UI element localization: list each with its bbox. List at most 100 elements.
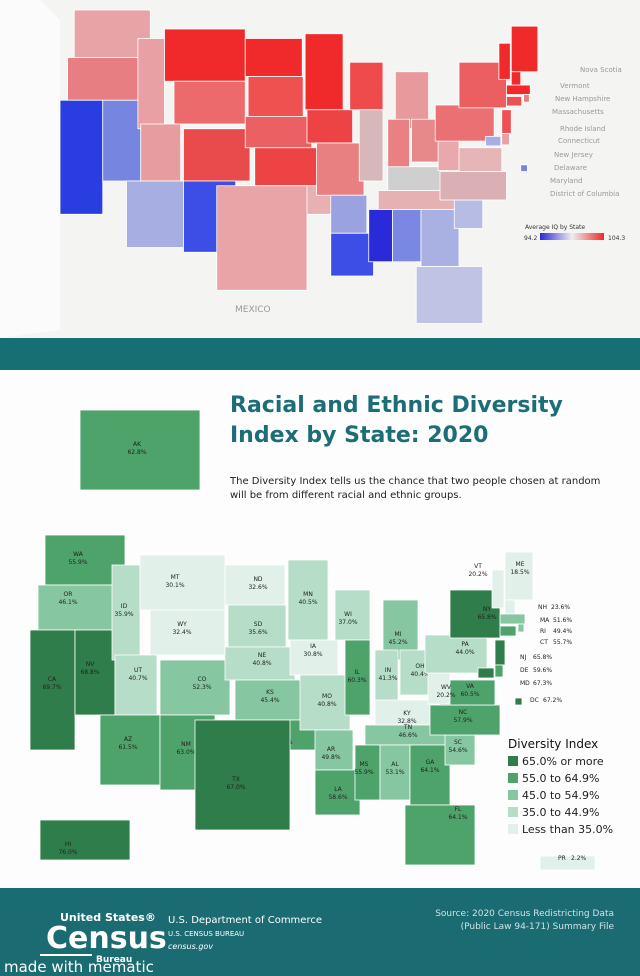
state xyxy=(429,704,501,736)
state-value: 49.4% xyxy=(553,628,572,635)
state-abbr: OH xyxy=(415,663,424,670)
state xyxy=(114,654,158,716)
state-abbr: DE xyxy=(520,667,529,674)
top-state xyxy=(330,232,374,277)
state-abbr: KS xyxy=(266,689,274,696)
state-value: 40.4% xyxy=(410,671,429,678)
bureau: U.S. CENSUS BUREAU xyxy=(168,930,244,938)
place-label: Massachusetts xyxy=(552,108,604,116)
state-value: 55.7% xyxy=(553,639,572,646)
source-2: (Public Law 94-171) Summary File xyxy=(461,922,615,932)
top-state xyxy=(368,209,393,263)
state xyxy=(99,714,161,786)
place-label: Vermont xyxy=(560,82,590,90)
state-abbr: MT xyxy=(171,574,180,581)
state-abbr: ID xyxy=(121,603,128,610)
state xyxy=(404,804,476,866)
legend-label: Less than 35.0% xyxy=(522,823,613,836)
site: census.gov xyxy=(168,942,213,951)
state-abbr: KY xyxy=(403,710,411,717)
state xyxy=(514,697,523,706)
state-abbr: SD xyxy=(254,621,263,628)
state xyxy=(477,667,495,679)
state-abbr: ME xyxy=(516,561,525,568)
top-state xyxy=(306,109,353,144)
top-state xyxy=(137,38,165,130)
top-state xyxy=(506,96,523,107)
subtitle-2: will be from different racial and ethnic… xyxy=(230,490,462,501)
state-value: 64.1% xyxy=(448,814,467,821)
state xyxy=(149,609,226,656)
state-value: 65.8% xyxy=(477,614,496,621)
state-abbr: IL xyxy=(354,669,360,676)
top-state xyxy=(244,38,303,77)
state xyxy=(374,699,438,726)
state-value: 60.3% xyxy=(347,677,366,684)
top-state xyxy=(415,266,484,324)
top-state xyxy=(216,185,308,291)
top-state xyxy=(67,57,140,101)
place-label: Maryland xyxy=(550,177,582,185)
legend-label: 65.0% or more xyxy=(522,755,604,768)
state-value: 58.6% xyxy=(328,794,347,801)
state-value: 67.2% xyxy=(543,697,562,704)
top-state xyxy=(304,33,344,111)
state-abbr: PR xyxy=(558,855,566,862)
state xyxy=(539,855,596,871)
top-state xyxy=(349,61,384,111)
top-state xyxy=(453,199,484,229)
country-label: MEXICO xyxy=(235,305,271,315)
state-abbr: FL xyxy=(455,806,462,813)
state-value: 62.8% xyxy=(127,449,146,456)
legend-label: 35.0 to 44.9% xyxy=(522,806,599,819)
state-value: 40.7% xyxy=(128,675,147,682)
legend-label: 45.0 to 54.9% xyxy=(522,789,599,802)
state xyxy=(379,744,411,801)
state-value: 32.8% xyxy=(397,718,416,725)
state-abbr: NY xyxy=(483,606,491,613)
state-abbr: AZ xyxy=(124,736,132,743)
state-value: 40.5% xyxy=(298,599,317,606)
state xyxy=(344,639,371,716)
state xyxy=(194,719,291,831)
state-value: 65.8% xyxy=(533,654,552,661)
state-value: 46.1% xyxy=(58,599,77,606)
state xyxy=(354,744,381,801)
state xyxy=(289,639,339,676)
top-state xyxy=(387,118,411,172)
top-state xyxy=(164,28,246,82)
state-value: 52.3% xyxy=(192,684,211,691)
state-abbr: GA xyxy=(426,759,436,766)
top-state xyxy=(254,147,322,187)
logo-bottom: Bureau xyxy=(96,955,132,965)
state-value: 41.3% xyxy=(378,675,397,682)
state-value: 32.6% xyxy=(248,584,267,591)
state-abbr: OR xyxy=(64,591,73,598)
top-state xyxy=(244,116,313,149)
state xyxy=(139,554,226,611)
state-value: 23.6% xyxy=(551,604,570,611)
legend-title: Diversity Index xyxy=(508,737,598,751)
top-state xyxy=(437,139,460,171)
legend-title: Average IQ by State xyxy=(525,224,585,231)
state-value: 63.0% xyxy=(176,749,195,756)
state-abbr: WY xyxy=(177,621,187,628)
state-abbr: MA xyxy=(540,617,550,624)
state-abbr: DC xyxy=(530,697,539,704)
top-state xyxy=(485,135,502,147)
state xyxy=(494,664,504,678)
state xyxy=(334,589,371,641)
state-abbr: AL xyxy=(391,761,399,768)
state xyxy=(234,679,306,721)
state-value: 61.5% xyxy=(118,744,137,751)
state-value: 69.7% xyxy=(42,684,61,691)
state xyxy=(491,569,505,609)
state xyxy=(444,734,476,766)
state-value: 55.9% xyxy=(68,559,87,566)
top-state xyxy=(316,142,365,196)
state-abbr: SC xyxy=(454,739,462,746)
state-value: 55.9% xyxy=(354,769,373,776)
state-value: 20.2% xyxy=(436,692,455,699)
state-value: 40.8% xyxy=(252,660,271,667)
